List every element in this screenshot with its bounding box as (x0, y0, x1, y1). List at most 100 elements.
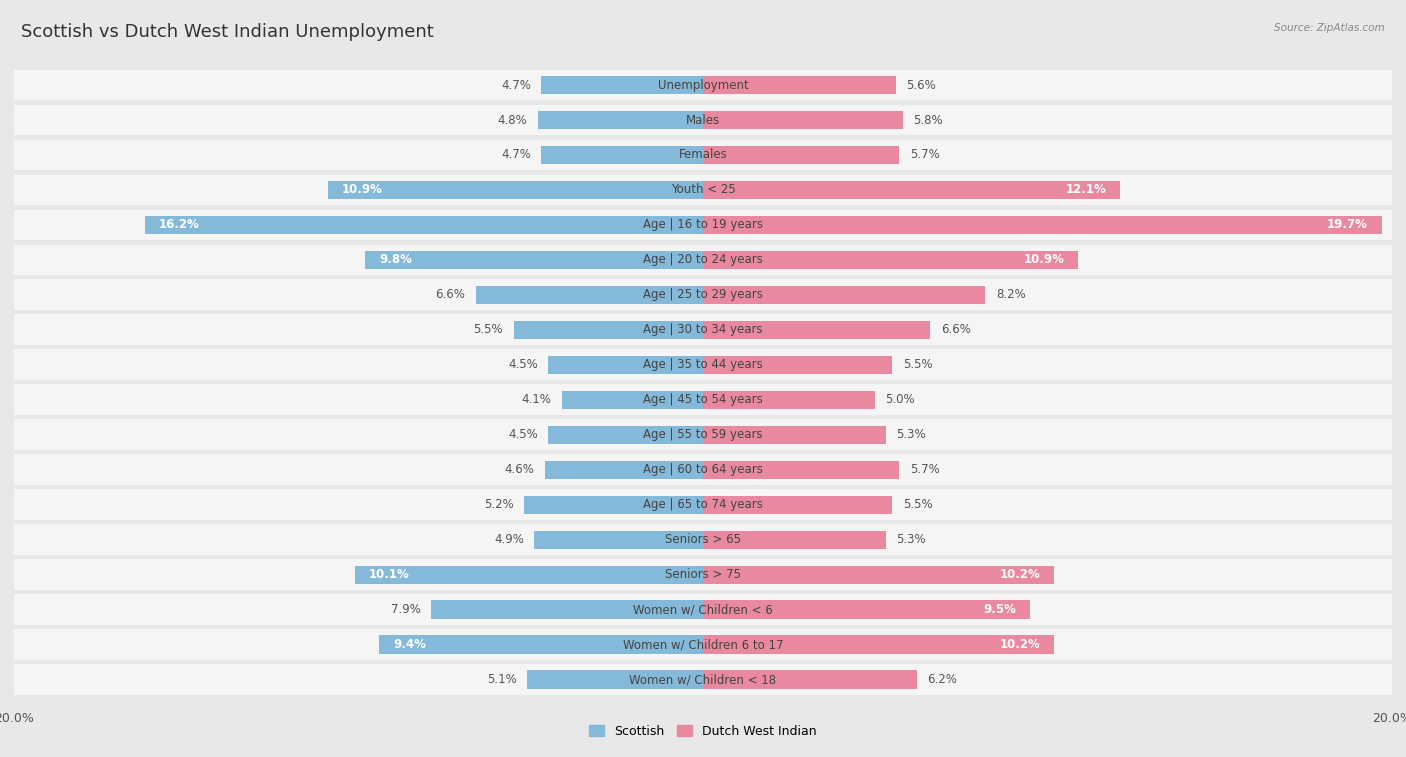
Text: 12.1%: 12.1% (1066, 183, 1107, 197)
Bar (548, 356, 703, 374)
Bar (541, 76, 703, 94)
Bar (703, 216, 1382, 234)
Bar (527, 671, 703, 689)
Bar (703, 111, 903, 129)
Text: Age | 25 to 29 years: Age | 25 to 29 years (643, 288, 763, 301)
Text: Age | 16 to 19 years: Age | 16 to 19 years (643, 219, 763, 232)
Text: Females: Females (679, 148, 727, 161)
Text: 5.5%: 5.5% (903, 358, 932, 371)
Text: 10.9%: 10.9% (342, 183, 382, 197)
Text: Age | 60 to 64 years: Age | 60 to 64 years (643, 463, 763, 476)
Bar (14, 454, 1392, 485)
Text: Source: ZipAtlas.com: Source: ZipAtlas.com (1274, 23, 1385, 33)
Bar (475, 286, 703, 304)
Text: Age | 20 to 24 years: Age | 20 to 24 years (643, 254, 763, 266)
Text: 10.2%: 10.2% (1000, 568, 1040, 581)
Text: 4.6%: 4.6% (505, 463, 534, 476)
Bar (703, 600, 1031, 618)
Text: 7.9%: 7.9% (391, 603, 420, 616)
Text: 6.2%: 6.2% (927, 673, 956, 686)
Bar (703, 146, 900, 164)
Legend: Scottish, Dutch West Indian: Scottish, Dutch West Indian (585, 720, 821, 743)
Text: Seniors > 65: Seniors > 65 (665, 533, 741, 546)
Bar (14, 525, 1392, 555)
Text: Age | 35 to 44 years: Age | 35 to 44 years (643, 358, 763, 371)
Bar (14, 385, 1392, 415)
Text: 10.9%: 10.9% (1024, 254, 1064, 266)
Bar (703, 76, 896, 94)
Bar (703, 181, 1119, 199)
Bar (703, 286, 986, 304)
Text: 4.8%: 4.8% (498, 114, 527, 126)
Bar (145, 216, 703, 234)
Bar (14, 104, 1392, 136)
Bar (524, 496, 703, 514)
Text: 9.8%: 9.8% (380, 254, 412, 266)
Text: 19.7%: 19.7% (1327, 219, 1368, 232)
Bar (14, 175, 1392, 205)
Text: 4.7%: 4.7% (501, 148, 531, 161)
Bar (703, 251, 1078, 269)
Bar (541, 146, 703, 164)
Text: Women w/ Children < 6: Women w/ Children < 6 (633, 603, 773, 616)
Bar (703, 671, 917, 689)
Text: 5.7%: 5.7% (910, 148, 939, 161)
Bar (14, 559, 1392, 590)
Text: Males: Males (686, 114, 720, 126)
Bar (14, 139, 1392, 170)
Bar (14, 419, 1392, 450)
Bar (534, 531, 703, 549)
Text: 5.6%: 5.6% (907, 79, 936, 92)
Bar (562, 391, 703, 409)
Text: 5.3%: 5.3% (896, 533, 925, 546)
Text: 5.5%: 5.5% (474, 323, 503, 336)
Text: 4.1%: 4.1% (522, 394, 551, 407)
Bar (14, 70, 1392, 101)
Bar (537, 111, 703, 129)
Text: Age | 30 to 34 years: Age | 30 to 34 years (643, 323, 763, 336)
Text: 8.2%: 8.2% (995, 288, 1025, 301)
Text: 9.4%: 9.4% (392, 638, 426, 651)
Text: 5.7%: 5.7% (910, 463, 939, 476)
Bar (14, 629, 1392, 660)
Bar (703, 391, 875, 409)
Text: Age | 45 to 54 years: Age | 45 to 54 years (643, 394, 763, 407)
Bar (544, 460, 703, 479)
Bar (703, 565, 1054, 584)
Bar (14, 664, 1392, 695)
Text: Women w/ Children 6 to 17: Women w/ Children 6 to 17 (623, 638, 783, 651)
Text: 16.2%: 16.2% (159, 219, 200, 232)
Bar (356, 565, 703, 584)
Bar (513, 321, 703, 339)
Bar (14, 594, 1392, 625)
Text: 5.0%: 5.0% (886, 394, 915, 407)
Text: Women w/ Children < 18: Women w/ Children < 18 (630, 673, 776, 686)
Text: Seniors > 75: Seniors > 75 (665, 568, 741, 581)
Bar (703, 425, 886, 444)
Text: 6.6%: 6.6% (941, 323, 970, 336)
Text: 10.1%: 10.1% (368, 568, 409, 581)
Bar (14, 279, 1392, 310)
Text: 4.5%: 4.5% (508, 428, 537, 441)
Text: Unemployment: Unemployment (658, 79, 748, 92)
Text: Youth < 25: Youth < 25 (671, 183, 735, 197)
Bar (703, 356, 893, 374)
Text: 5.8%: 5.8% (912, 114, 943, 126)
Bar (14, 210, 1392, 240)
Bar (703, 496, 893, 514)
Bar (14, 350, 1392, 380)
Bar (328, 181, 703, 199)
Bar (430, 600, 703, 618)
Text: Scottish vs Dutch West Indian Unemployment: Scottish vs Dutch West Indian Unemployme… (21, 23, 434, 41)
Text: Age | 55 to 59 years: Age | 55 to 59 years (643, 428, 763, 441)
Text: 10.2%: 10.2% (1000, 638, 1040, 651)
Bar (366, 251, 703, 269)
Bar (703, 460, 900, 479)
Text: 5.3%: 5.3% (896, 428, 925, 441)
Bar (548, 425, 703, 444)
Text: 5.2%: 5.2% (484, 498, 513, 511)
Text: 9.5%: 9.5% (984, 603, 1017, 616)
Text: 4.9%: 4.9% (494, 533, 524, 546)
Text: 5.5%: 5.5% (903, 498, 932, 511)
Bar (703, 531, 886, 549)
